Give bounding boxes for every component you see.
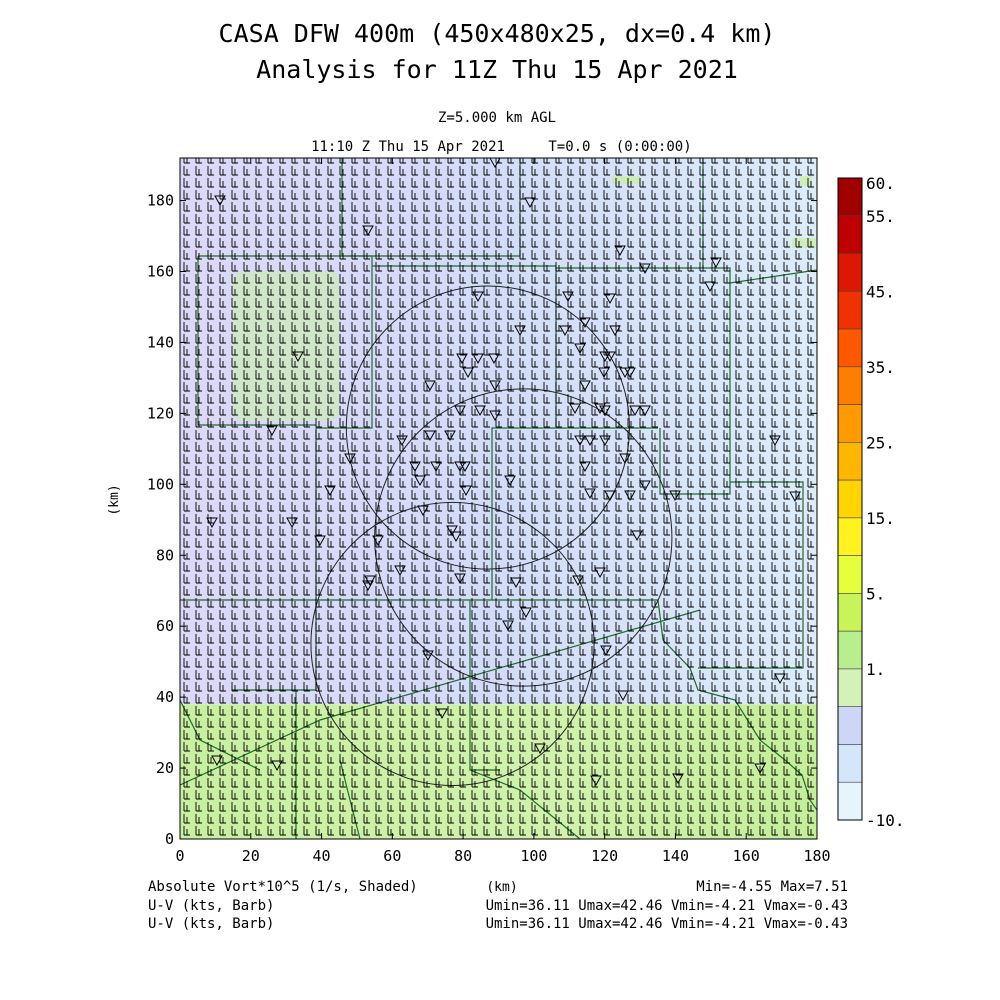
- colorbar-label: 45.: [866, 282, 895, 301]
- barb-label-2: U-V (kts, Barb): [148, 916, 274, 932]
- colorbar-label: -10.: [866, 811, 905, 830]
- x-unit-label: (km): [486, 880, 517, 895]
- county-boundary: [197, 256, 316, 426]
- county-boundary: [180, 599, 317, 691]
- timestamp-label: T=0.0 s (0:00:00): [548, 139, 691, 155]
- colorbar-segment: [837, 706, 863, 745]
- colorbar-segment: [837, 253, 863, 292]
- field-patch: [800, 176, 812, 186]
- y-axis: 0 20 40 60 80 100 120 140 160 180: [147, 192, 817, 848]
- field-region: [233, 271, 340, 421]
- colorbar-segment: [837, 555, 863, 594]
- plot-frame: [179, 157, 818, 840]
- colorbar-segment: [837, 781, 863, 821]
- y-tick-label: 180: [147, 192, 174, 210]
- x-tick-label: 60: [383, 847, 401, 865]
- colorbar-segment: [837, 215, 863, 254]
- colorbar-label: 55.: [866, 207, 895, 226]
- colorbar-segment: [837, 177, 863, 217]
- colorbar-label: 35.: [866, 358, 895, 377]
- shaded-field-label: Absolute Vort*10^5 (1/s, Shaded): [148, 879, 418, 895]
- time-label: 11:10 Z Thu 15 Apr 2021: [311, 139, 505, 155]
- x-tick-label: 160: [733, 847, 760, 865]
- county-boundary: [180, 609, 701, 786]
- colorbar-label: 5.: [866, 584, 885, 603]
- county-boundary: [492, 599, 817, 811]
- colorbar-label: 25.: [866, 433, 895, 452]
- colorbar-label: 15.: [866, 509, 895, 528]
- colorbar: 60. 55. 45. 35. 25. 15. 5. 1. -10.: [837, 174, 905, 830]
- station-marker-set: [206, 158, 801, 787]
- y-tick-label: 140: [147, 333, 174, 351]
- y-tick-label: 40: [156, 688, 174, 706]
- vorticity-field: [180, 158, 817, 839]
- colorbar-segment: [837, 328, 863, 368]
- colorbar-segment: [837, 479, 863, 519]
- x-tick-label: 120: [591, 847, 618, 865]
- station-markers: [206, 158, 801, 787]
- colorbar-label: 60.: [866, 174, 895, 193]
- y-tick-label: 20: [156, 759, 174, 777]
- radar-range-ring: [345, 285, 630, 570]
- colorbar-segment: [837, 366, 863, 405]
- y-tick-label: 100: [147, 475, 174, 493]
- y-tick-label: 0: [165, 830, 174, 848]
- x-tick-label: 20: [242, 847, 260, 865]
- field-region: [180, 704, 817, 839]
- barb-stats-1: Umin=36.11 Umax=42.46 Vmin=-4.21 Vmax=-0…: [486, 898, 848, 914]
- title-line-2: Analysis for 11Z Thu 15 Apr 2021: [256, 55, 738, 84]
- title-line-1: CASA DFW 400m (450x480x25, dx=0.4 km): [219, 19, 776, 48]
- colorbar-frame: [837, 177, 863, 821]
- field-region: [180, 158, 817, 705]
- min-max-label: Min=-4.55 Max=7.51: [696, 879, 848, 895]
- county-boundary: [729, 269, 817, 284]
- x-tick-label: 180: [803, 847, 830, 865]
- wind-barbs: [183, 158, 814, 836]
- colorbar-segment: [837, 630, 863, 670]
- county-boundary: [698, 481, 804, 669]
- x-tick-label: 140: [662, 847, 689, 865]
- colorbar-label: 1.: [866, 660, 885, 679]
- colorbar-segment: [837, 744, 863, 783]
- wind-barb-grid: [183, 158, 814, 836]
- x-tick-label: 100: [520, 847, 547, 865]
- x-tick-label: 80: [454, 847, 472, 865]
- y-tick-label: 120: [147, 404, 174, 422]
- colorbar-segment: [837, 668, 863, 708]
- barb-label-1: U-V (kts, Barb): [148, 898, 274, 914]
- x-tick-label: 0: [175, 847, 184, 865]
- colorbar-segment: [837, 442, 863, 481]
- county-boundary: [556, 267, 731, 495]
- barb-stats-2: Umin=36.11 Umax=42.46 Vmin=-4.21 Vmax=-0…: [486, 916, 848, 932]
- field-patch: [792, 238, 816, 248]
- colorbar-segment: [837, 593, 863, 632]
- y-tick-label: 60: [156, 617, 174, 635]
- colorbar-segment: [837, 517, 863, 556]
- colorbar-segment: [837, 290, 863, 330]
- level-label: Z=5.000 km AGL: [438, 110, 556, 126]
- y-axis-label: (km): [107, 484, 122, 515]
- x-tick-label: 40: [313, 847, 331, 865]
- county-boundaries: [180, 158, 817, 839]
- y-tick-label: 160: [147, 263, 174, 281]
- x-axis: 0 20 40 60 80 100 120 140 160 180: [175, 158, 831, 865]
- colorbar-segment: [837, 404, 863, 443]
- field-patch: [612, 176, 640, 184]
- radar-range-ring: [310, 501, 595, 786]
- y-tick-label: 80: [156, 546, 174, 564]
